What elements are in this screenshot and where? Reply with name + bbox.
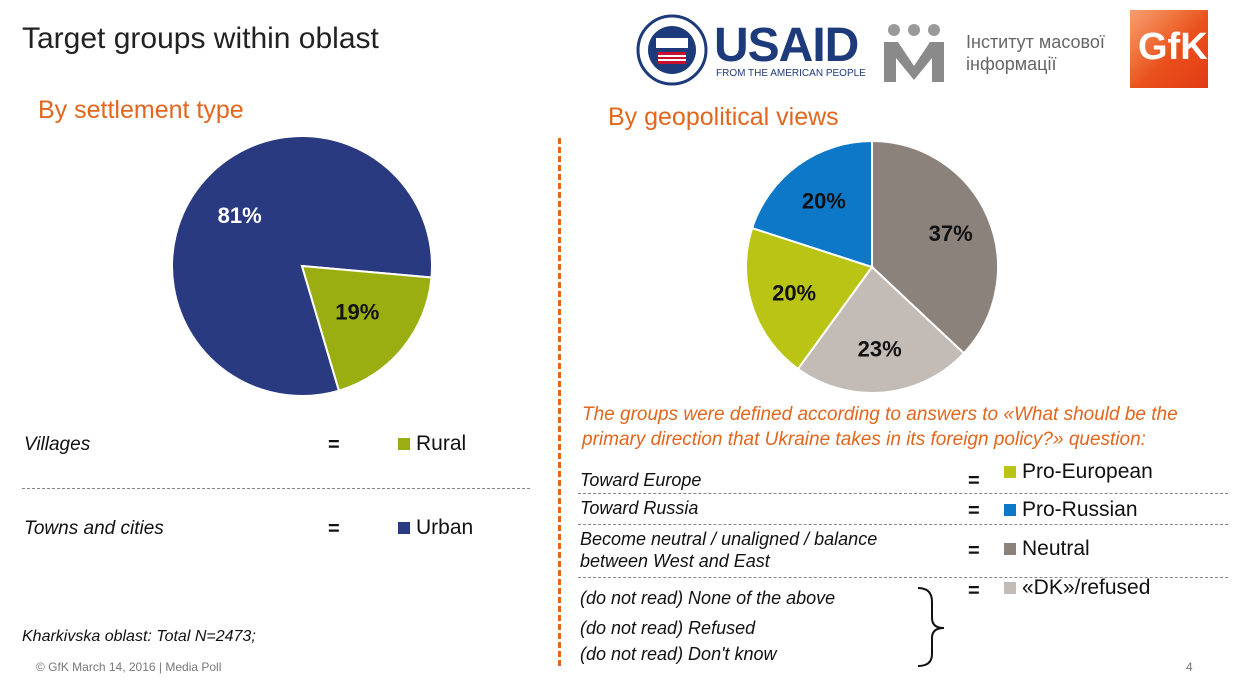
dk-refused-swatch-icon <box>1004 582 1016 595</box>
right-row-label-refused: (do not read) Refused <box>580 618 756 638</box>
right-row-eq-dk: = <box>968 580 980 602</box>
pro-russian-label: Pro-Russian <box>1022 498 1138 521</box>
rural-swatch-icon <box>398 438 410 451</box>
usaid-tagline: FROM THE AMERICAN PEOPLE <box>716 68 866 79</box>
settlement-pie-chart: 81% 19% <box>171 135 433 397</box>
pie-slice-rural <box>300 264 433 392</box>
right-divider-1 <box>578 493 1228 494</box>
usaid-logo-text: USAID <box>714 19 859 72</box>
right-divider-2 <box>578 524 1228 525</box>
pie-slice-dk-refused <box>796 265 966 394</box>
right-row-group-pro-russian: Pro-Russian <box>1004 498 1138 522</box>
left-divider <box>22 488 530 489</box>
dk-refused-label: «DK»/refused <box>1022 576 1151 599</box>
pie-slice-pro-russian <box>750 139 873 269</box>
right-row-label-none: (do not read) None of the above <box>580 588 836 608</box>
geopolitical-pie-chart: 37% 23% 20% 20% <box>745 139 999 394</box>
right-row-group-neutral: Neutral <box>1004 537 1090 561</box>
pie-data-label: 20% <box>772 280 816 305</box>
neutral-swatch-icon <box>1004 543 1016 556</box>
usaid-seal-icon <box>636 14 708 86</box>
slide-title: Target groups within oblast <box>22 22 379 55</box>
right-row-label-russia: Toward Russia <box>580 498 699 518</box>
urban-swatch-icon <box>398 522 410 535</box>
gfk-logo-gloss <box>1130 10 1208 88</box>
pro-russian-swatch-icon <box>1004 504 1016 517</box>
pie-data-label: 20% <box>802 189 846 214</box>
pie-data-label: 81% <box>218 203 262 228</box>
urban-label: Urban <box>416 516 474 539</box>
neutral-label: Neutral <box>1022 537 1090 560</box>
sample-note: Kharkivska oblast: Total N=2473; <box>22 628 256 645</box>
pie-data-label: 23% <box>858 337 902 362</box>
gfk-logo-text: GfK <box>1138 26 1208 68</box>
imi-text-line1: Інститут масової <box>966 32 1105 52</box>
footer-text: © GfK March 14, 2016 | Media Poll <box>36 660 222 674</box>
gfk-logo: GfK <box>1130 10 1208 88</box>
left-section-heading: By settlement type <box>38 96 244 124</box>
pie-data-label: 19% <box>335 299 379 324</box>
right-row-label-europe: Toward Europe <box>580 470 702 490</box>
right-row-group-pro-european: Pro-European <box>1004 460 1153 484</box>
rural-label: Rural <box>416 432 467 455</box>
curly-brace-icon <box>917 587 945 667</box>
pie-data-label: 37% <box>929 221 973 246</box>
imi-text-line2: інформації <box>966 54 1057 74</box>
pro-european-label: Pro-European <box>1022 460 1153 483</box>
left-row-group-rural: Rural <box>398 432 466 456</box>
right-row-label-dont-know: (do not read) Don't know <box>580 644 777 664</box>
right-row-label-neutral: Become neutral / unaligned / balance bet… <box>580 529 878 571</box>
right-row-eq-russia: = <box>968 500 980 522</box>
right-row-group-dk-refused: «DK»/refused <box>1004 576 1150 600</box>
left-row-group-urban: Urban <box>398 516 473 540</box>
right-divider-3 <box>578 577 1228 578</box>
left-row-label-villages: Villages <box>24 434 91 455</box>
right-row-eq-neutral: = <box>968 540 980 562</box>
right-section-heading: By geopolitical views <box>608 103 839 131</box>
right-row-eq-europe: = <box>968 470 980 492</box>
imi-logo-icon <box>880 22 948 84</box>
definition-text: The groups were defined according to ans… <box>582 404 1178 450</box>
pie-slice-neutral <box>871 139 999 355</box>
left-row-label-towns: Towns and cities <box>24 518 164 539</box>
pro-european-swatch-icon <box>1004 466 1016 479</box>
vertical-divider <box>558 138 561 666</box>
left-row-eq-towns: = <box>328 518 340 540</box>
pie-slice-pro-european <box>745 226 874 371</box>
page-number: 4 <box>1186 660 1193 674</box>
pie-slice-urban <box>171 135 433 397</box>
left-row-eq-villages: = <box>328 434 340 456</box>
